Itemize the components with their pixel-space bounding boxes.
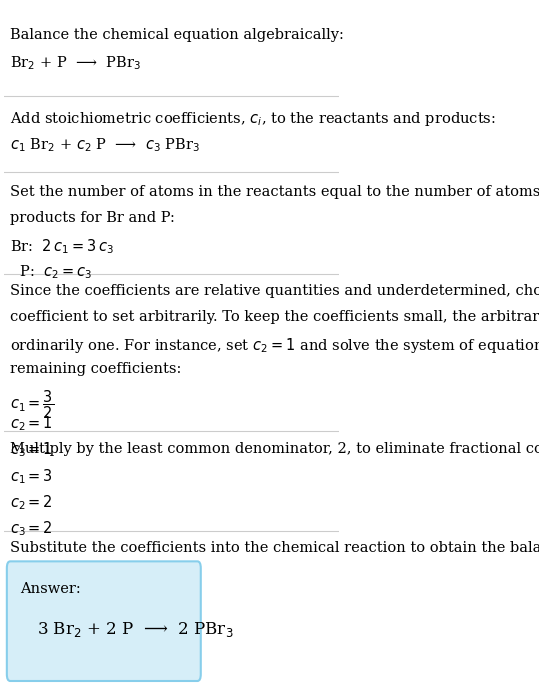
Text: Set the number of atoms in the reactants equal to the number of atoms in the: Set the number of atoms in the reactants…: [10, 185, 539, 199]
Text: ordinarily one. For instance, set $c_2 = 1$ and solve the system of equations fo: ordinarily one. For instance, set $c_2 =…: [10, 336, 539, 356]
Text: Substitute the coefficients into the chemical reaction to obtain the balanced: Substitute the coefficients into the che…: [10, 541, 539, 555]
Text: 3 Br$_2$ + 2 P  ⟶  2 PBr$_3$: 3 Br$_2$ + 2 P ⟶ 2 PBr$_3$: [37, 620, 233, 639]
Text: Since the coefficients are relative quantities and underdetermined, choose a: Since the coefficients are relative quan…: [10, 284, 539, 298]
Text: $c_1$ Br$_2$ + $c_2$ P  ⟶  $c_3$ PBr$_3$: $c_1$ Br$_2$ + $c_2$ P ⟶ $c_3$ PBr$_3$: [10, 136, 201, 154]
Text: P:  $c_2 = c_3$: P: $c_2 = c_3$: [10, 263, 92, 281]
FancyBboxPatch shape: [7, 561, 201, 681]
Text: Br$_2$ + P  ⟶  PBr$_3$: Br$_2$ + P ⟶ PBr$_3$: [10, 54, 141, 72]
Text: Balance the chemical equation algebraically:: Balance the chemical equation algebraica…: [10, 28, 344, 42]
Text: equation:: equation:: [10, 567, 80, 581]
Text: $c_1 = 3$: $c_1 = 3$: [10, 468, 53, 486]
Text: coefficient to set arbitrarily. To keep the coefficients small, the arbitrary va: coefficient to set arbitrarily. To keep …: [10, 311, 539, 325]
Text: Br:  $2\,c_1 = 3\,c_3$: Br: $2\,c_1 = 3\,c_3$: [10, 237, 114, 256]
Text: remaining coefficients:: remaining coefficients:: [10, 363, 182, 376]
Text: $c_2 = 2$: $c_2 = 2$: [10, 493, 53, 512]
Text: $c_1 = \dfrac{3}{2}$: $c_1 = \dfrac{3}{2}$: [10, 388, 54, 421]
Text: $c_2 = 1$: $c_2 = 1$: [10, 415, 53, 433]
Text: Add stoichiometric coefficients, $c_i$, to the reactants and products:: Add stoichiometric coefficients, $c_i$, …: [10, 110, 496, 128]
Text: $c_3 = 1$: $c_3 = 1$: [10, 440, 53, 459]
Text: products for Br and P:: products for Br and P:: [10, 211, 175, 226]
Text: $c_3 = 2$: $c_3 = 2$: [10, 520, 53, 538]
Text: Answer:: Answer:: [20, 582, 81, 596]
Text: Multiply by the least common denominator, 2, to eliminate fractional coefficient: Multiply by the least common denominator…: [10, 441, 539, 456]
